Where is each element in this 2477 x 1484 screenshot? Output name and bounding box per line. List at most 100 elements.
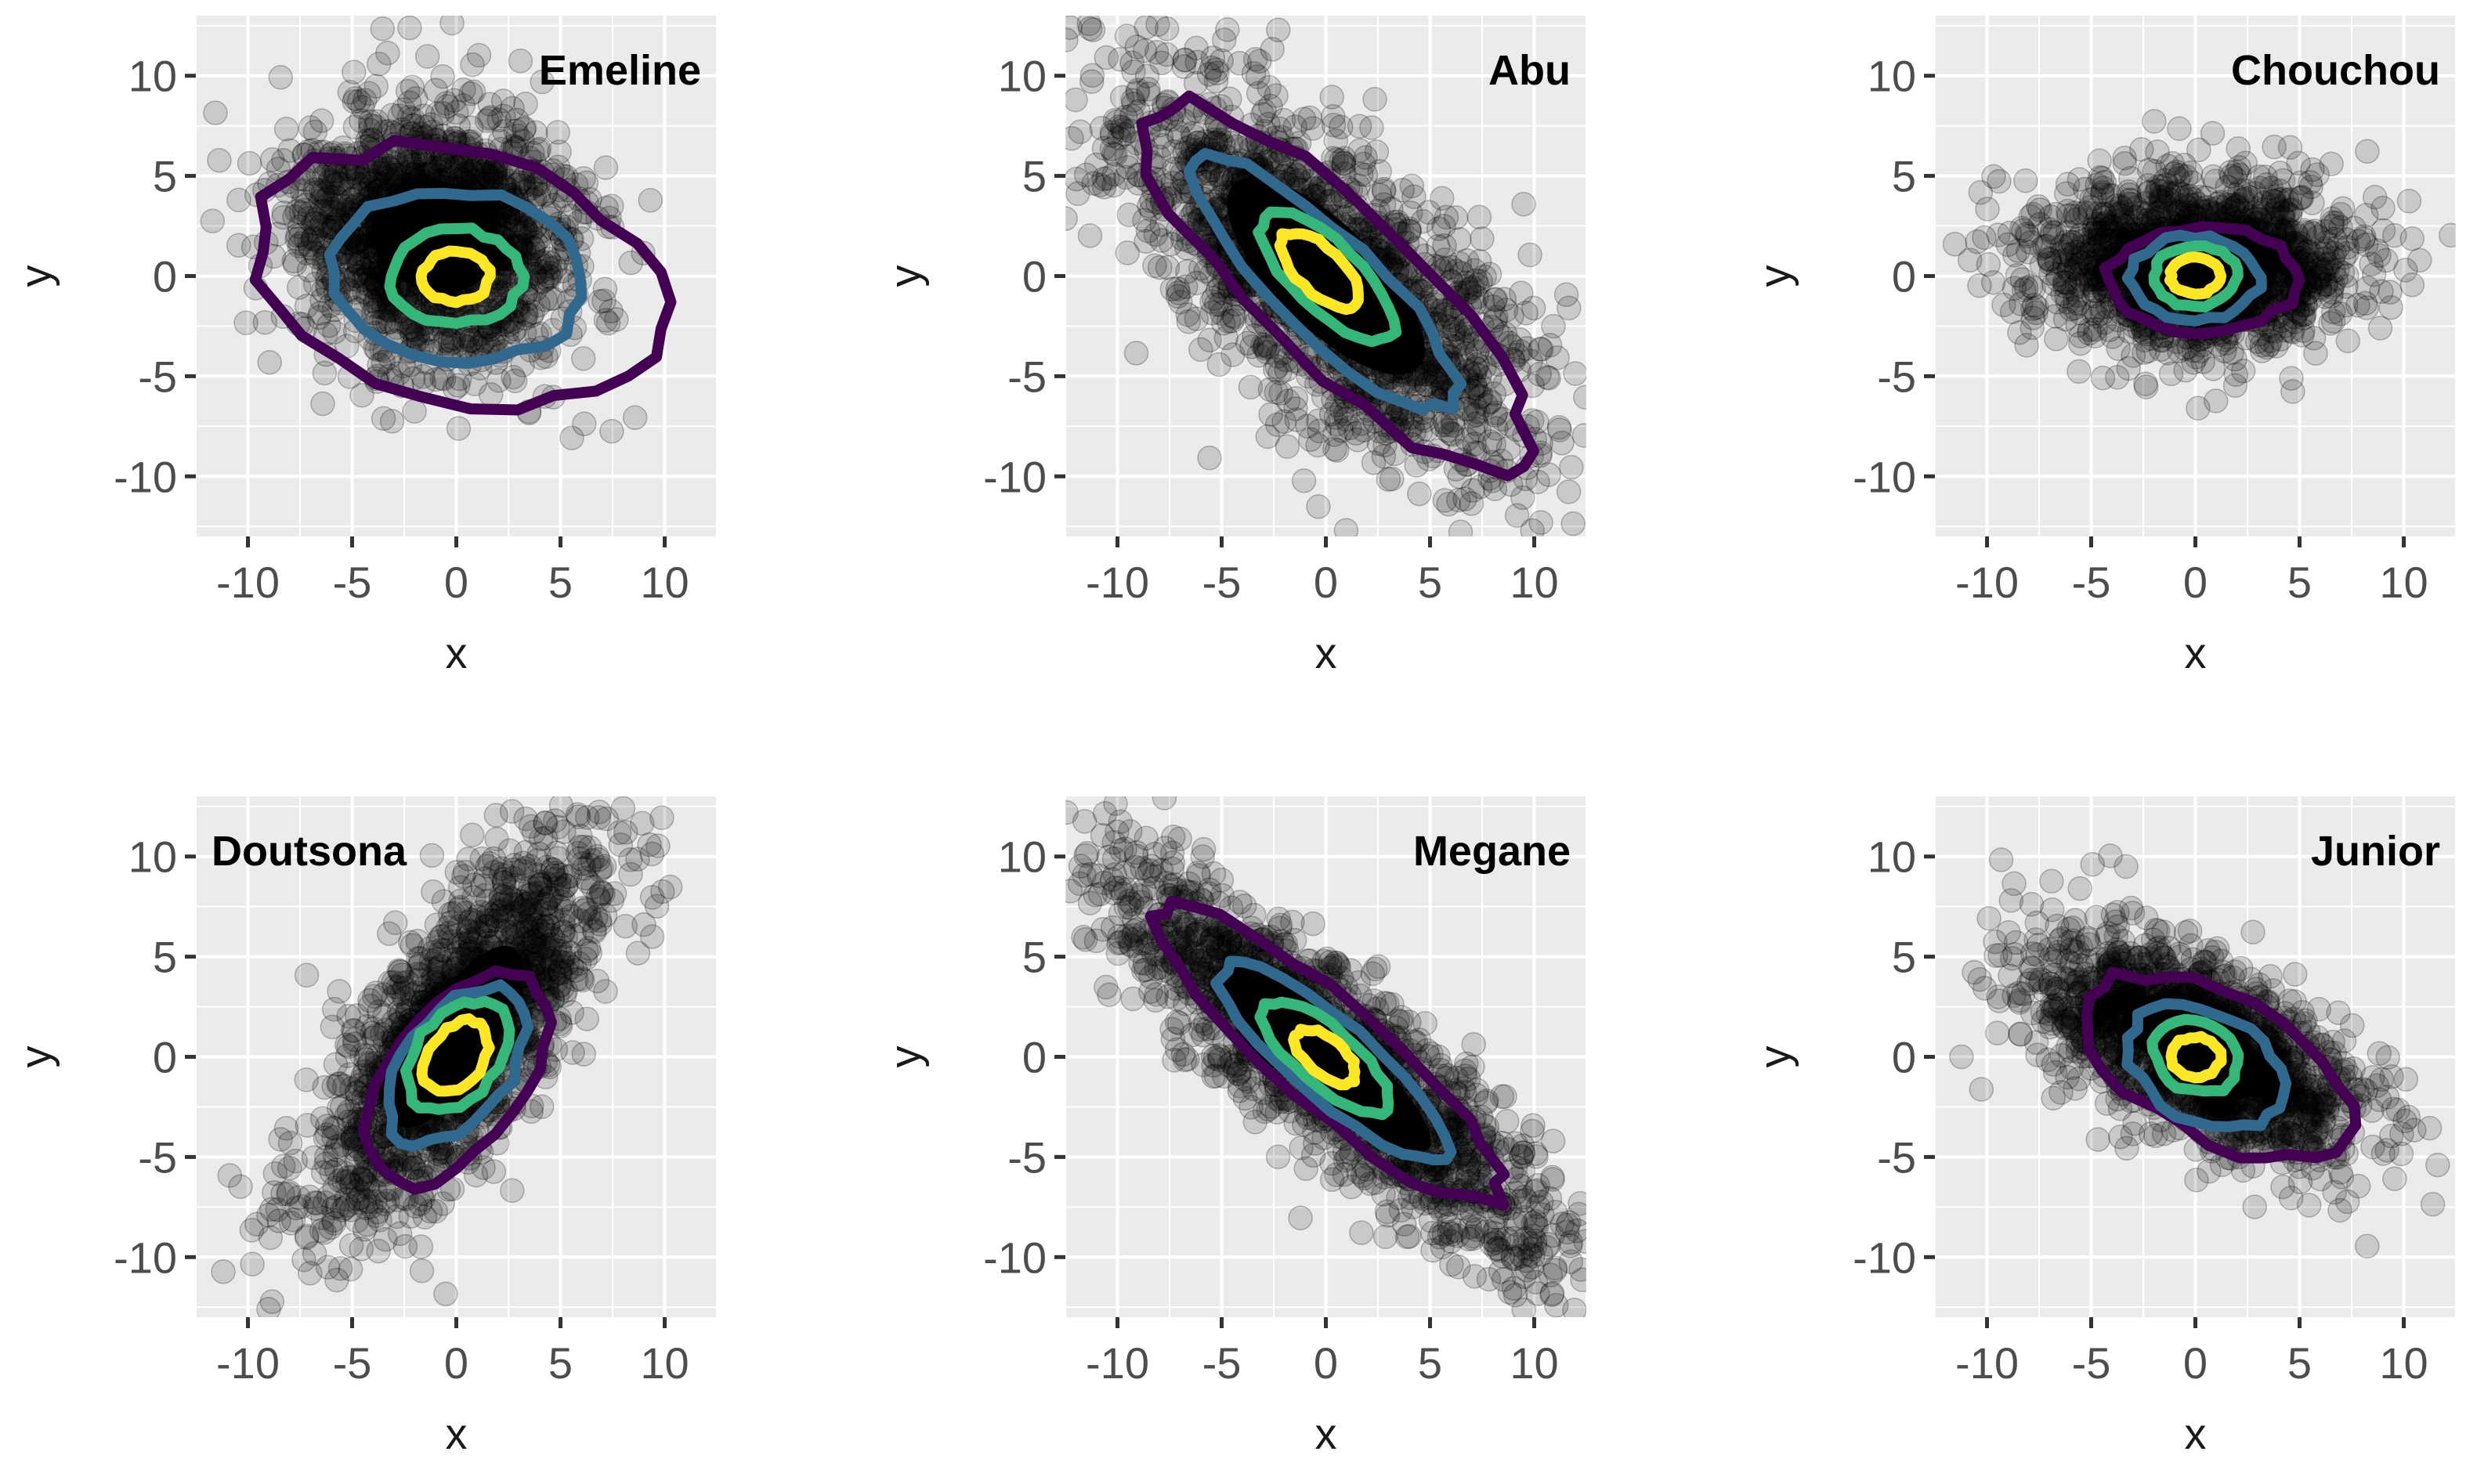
data-point — [1054, 28, 1078, 52]
data-point — [2356, 139, 2379, 163]
data-point — [2014, 169, 2038, 193]
data-point — [431, 102, 454, 125]
data-point — [1463, 432, 1486, 456]
data-point — [2160, 362, 2183, 385]
panel-title: Emeline — [539, 47, 701, 94]
data-point — [1267, 18, 1290, 42]
data-point — [1463, 356, 1487, 380]
data-point — [440, 12, 464, 35]
data-point — [1334, 518, 1358, 542]
data-point — [1537, 463, 1560, 486]
data-point — [1173, 49, 1197, 72]
data-point — [1514, 301, 1538, 325]
x-tick-label: 5 — [548, 558, 573, 607]
data-point — [2050, 235, 2074, 258]
data-point — [380, 103, 403, 127]
data-point — [1177, 310, 1200, 334]
data-point — [1362, 451, 1386, 475]
data-point — [1965, 230, 1989, 254]
data-point — [342, 60, 366, 84]
data-point — [1572, 424, 1596, 447]
data-point — [1064, 88, 1087, 112]
data-point — [624, 406, 647, 429]
data-point — [483, 164, 507, 187]
data-point — [1564, 362, 1587, 385]
data-point — [227, 233, 251, 257]
data-point — [2092, 176, 2115, 200]
y-tick-label: -10 — [114, 452, 177, 501]
data-point — [376, 42, 400, 65]
data-point — [1060, 127, 1083, 150]
y-tick-label: 0 — [153, 252, 177, 301]
data-point — [1285, 408, 1308, 431]
data-point — [1264, 381, 1288, 404]
data-point — [1982, 164, 2005, 188]
data-point — [560, 426, 584, 450]
data-point — [1299, 428, 1322, 451]
y-tick-label: -10 — [983, 452, 1047, 501]
data-point — [447, 417, 471, 440]
data-point — [1080, 70, 1104, 93]
y-axis-title: y — [881, 265, 930, 287]
data-point — [1557, 480, 1581, 504]
data-point — [1574, 385, 1597, 409]
data-point — [1530, 338, 1553, 361]
data-point — [1555, 283, 1578, 306]
data-point — [1468, 205, 1492, 229]
data-point — [275, 117, 298, 141]
data-point — [1152, 134, 1175, 157]
data-point — [1329, 115, 1353, 139]
data-point — [2058, 259, 2081, 283]
data-point — [1079, 17, 1102, 41]
data-point — [1256, 425, 1279, 449]
data-point — [619, 251, 642, 275]
y-tick-label: 10 — [128, 52, 177, 101]
y-tick-label: -5 — [138, 352, 177, 401]
data-point — [1301, 117, 1325, 140]
data-point — [2304, 341, 2327, 365]
data-point — [313, 361, 336, 385]
data-point — [287, 234, 311, 258]
data-point — [298, 116, 322, 139]
data-point — [459, 82, 483, 106]
data-point — [359, 114, 382, 137]
data-point — [204, 101, 227, 125]
data-point — [227, 188, 251, 211]
data-point — [322, 197, 345, 221]
data-point — [461, 53, 484, 77]
data-point — [1968, 274, 1991, 298]
y-tick-label: 0 — [1022, 252, 1047, 301]
data-point — [1054, 207, 1077, 230]
data-point — [1082, 172, 1105, 195]
data-point — [1470, 227, 1494, 251]
data-point — [338, 81, 361, 104]
data-point — [1200, 290, 1224, 313]
data-point — [1293, 469, 1316, 493]
data-point — [238, 152, 262, 175]
data-point — [339, 268, 363, 291]
data-point — [588, 290, 612, 313]
data-point — [311, 392, 334, 416]
x-axis-title: x — [446, 628, 468, 677]
data-point — [2369, 316, 2392, 340]
data-point — [1205, 70, 1228, 93]
data-point — [1512, 193, 1535, 216]
data-point — [1117, 203, 1141, 226]
data-point — [234, 311, 258, 334]
data-point — [1461, 478, 1484, 502]
data-point — [2336, 329, 2359, 352]
data-point — [1528, 363, 1551, 386]
data-point — [1400, 175, 1423, 198]
data-point — [1365, 140, 1388, 164]
data-point — [2067, 359, 2091, 383]
data-point — [1143, 254, 1166, 277]
data-point — [2355, 296, 2378, 320]
data-point — [2008, 321, 2031, 345]
data-point — [2168, 117, 2191, 140]
data-point — [1405, 453, 1428, 477]
data-point — [398, 16, 421, 40]
data-point — [594, 156, 617, 179]
data-point — [1338, 416, 1361, 439]
data-point — [381, 410, 404, 433]
